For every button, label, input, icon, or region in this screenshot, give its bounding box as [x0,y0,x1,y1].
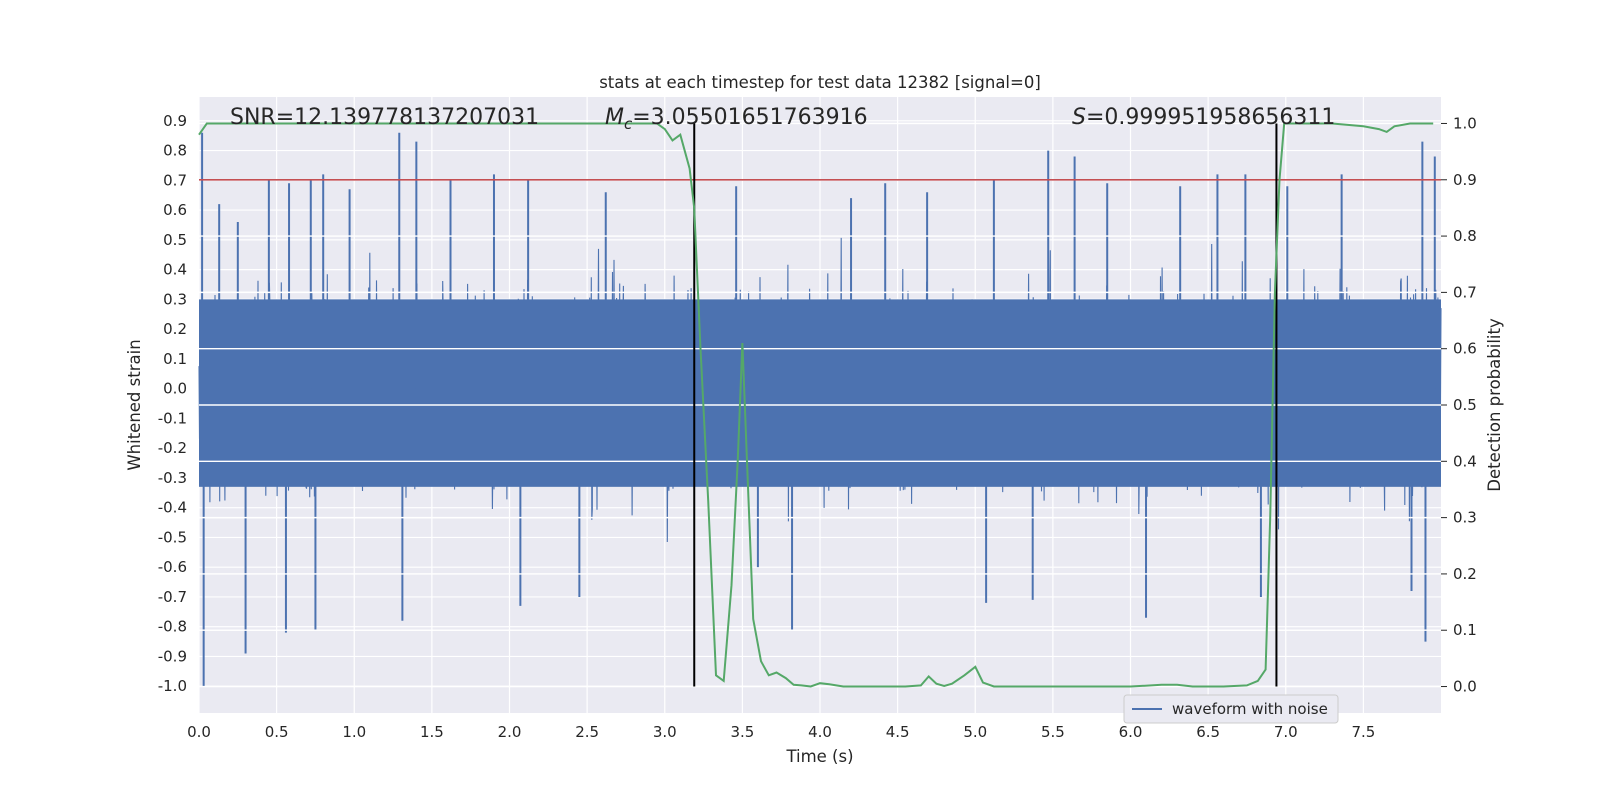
legend-label: waveform with noise [1172,700,1328,718]
x-tick-label: 6.5 [1196,723,1220,741]
y-tick-label: 0.1 [163,350,187,368]
legend: waveform with noise [1123,694,1339,724]
y2-tick-label: 1.0 [1453,114,1477,132]
y-tick-label: 0.3 [163,290,187,308]
y2-axis-label: Detection probability [1485,318,1504,492]
y-tick-label: -0.9 [158,647,187,665]
y-axis-label: Whitened strain [125,339,144,470]
y2-tick-label: 0.1 [1453,621,1477,639]
legend-box [1123,694,1339,724]
y-axis-ticks: 0.9 0.8 0.7 0.6 0.5 0.4 0.3 0.2 0.1 0.0 -0.1 -0.2 -0… [158,112,187,695]
x-tick-label: 6.0 [1119,723,1143,741]
x-tick-label: 3.5 [730,723,754,741]
y-tick-label: 0.2 [163,320,187,338]
y-tick-label: 0.6 [163,201,187,219]
y2-axis-ticks: 1.0 0.9 0.8 0.7 0.6 0.5 0.4 0.3 0.2 0.1 0.0 [1441,114,1477,696]
y-tick-label: 0.9 [163,112,187,130]
y2-tick-label: 0.7 [1453,283,1477,301]
y2-tick-label: 0.5 [1453,396,1477,414]
plot-area [198,122,1442,688]
y-tick-label: 0.8 [163,142,187,160]
y-tick-label: -0.6 [158,558,187,576]
detection-probability-line [198,122,1434,688]
x-tick-label: 7.5 [1351,723,1375,741]
y-tick-label: -0.3 [158,469,187,487]
x-tick-label: 2.0 [498,723,522,741]
x-axis-ticks: 0.0 0.5 1.0 1.5 2.0 2.5 3.0 3.5 4.0 4.5 5.0 5.5 6.0 6… [187,723,1375,741]
y-tick-label: 0.5 [163,231,187,249]
y-tick-label: -0.7 [158,588,187,606]
y-tick-label: 0.0 [163,380,187,398]
y2-tick-label: 0.2 [1453,565,1477,583]
score-annotation: S=0.999951958656311 [1072,105,1335,130]
x-tick-label: 4.5 [886,723,910,741]
snr-annotation: SNR=12.139778137207031 [230,105,539,130]
y-tick-label: -1.0 [158,677,187,695]
y-tick-label: -0.8 [158,618,187,636]
y-tick-label: 0.7 [163,171,187,189]
y-tick-label: 0.4 [163,261,187,279]
y-tick-label: -0.5 [158,528,187,546]
y2-tick-label: 0.4 [1453,452,1477,470]
x-tick-label: 2.5 [575,723,599,741]
chart-title: stats at each timestep for test data 123… [599,73,1041,92]
x-tick-label: 4.0 [808,723,832,741]
x-tick-label: 5.0 [963,723,987,741]
waveform-dense-band [199,299,1441,487]
y2-tick-label: 0.8 [1453,227,1477,245]
y-tick-label: -0.1 [158,409,187,427]
x-tick-label: 1.5 [420,723,444,741]
x-tick-label: 3.0 [653,723,677,741]
x-axis-label: Time (s) [785,747,853,766]
y2-tick-label: 0.9 [1453,171,1477,189]
x-tick-label: 0.0 [187,723,211,741]
y2-tick-label: 0.3 [1453,509,1477,527]
x-tick-label: 1.0 [342,723,366,741]
y2-tick-label: 0.6 [1453,340,1477,358]
y-tick-label: -0.4 [158,499,187,517]
x-tick-label: 7.0 [1274,723,1298,741]
chirp-mass-annotation: Mc=3.05501651763916 [605,105,868,133]
y-tick-label: -0.2 [158,439,187,457]
x-tick-label: 5.5 [1041,723,1065,741]
x-tick-label: 0.5 [265,723,289,741]
y2-tick-label: 0.0 [1453,678,1477,696]
